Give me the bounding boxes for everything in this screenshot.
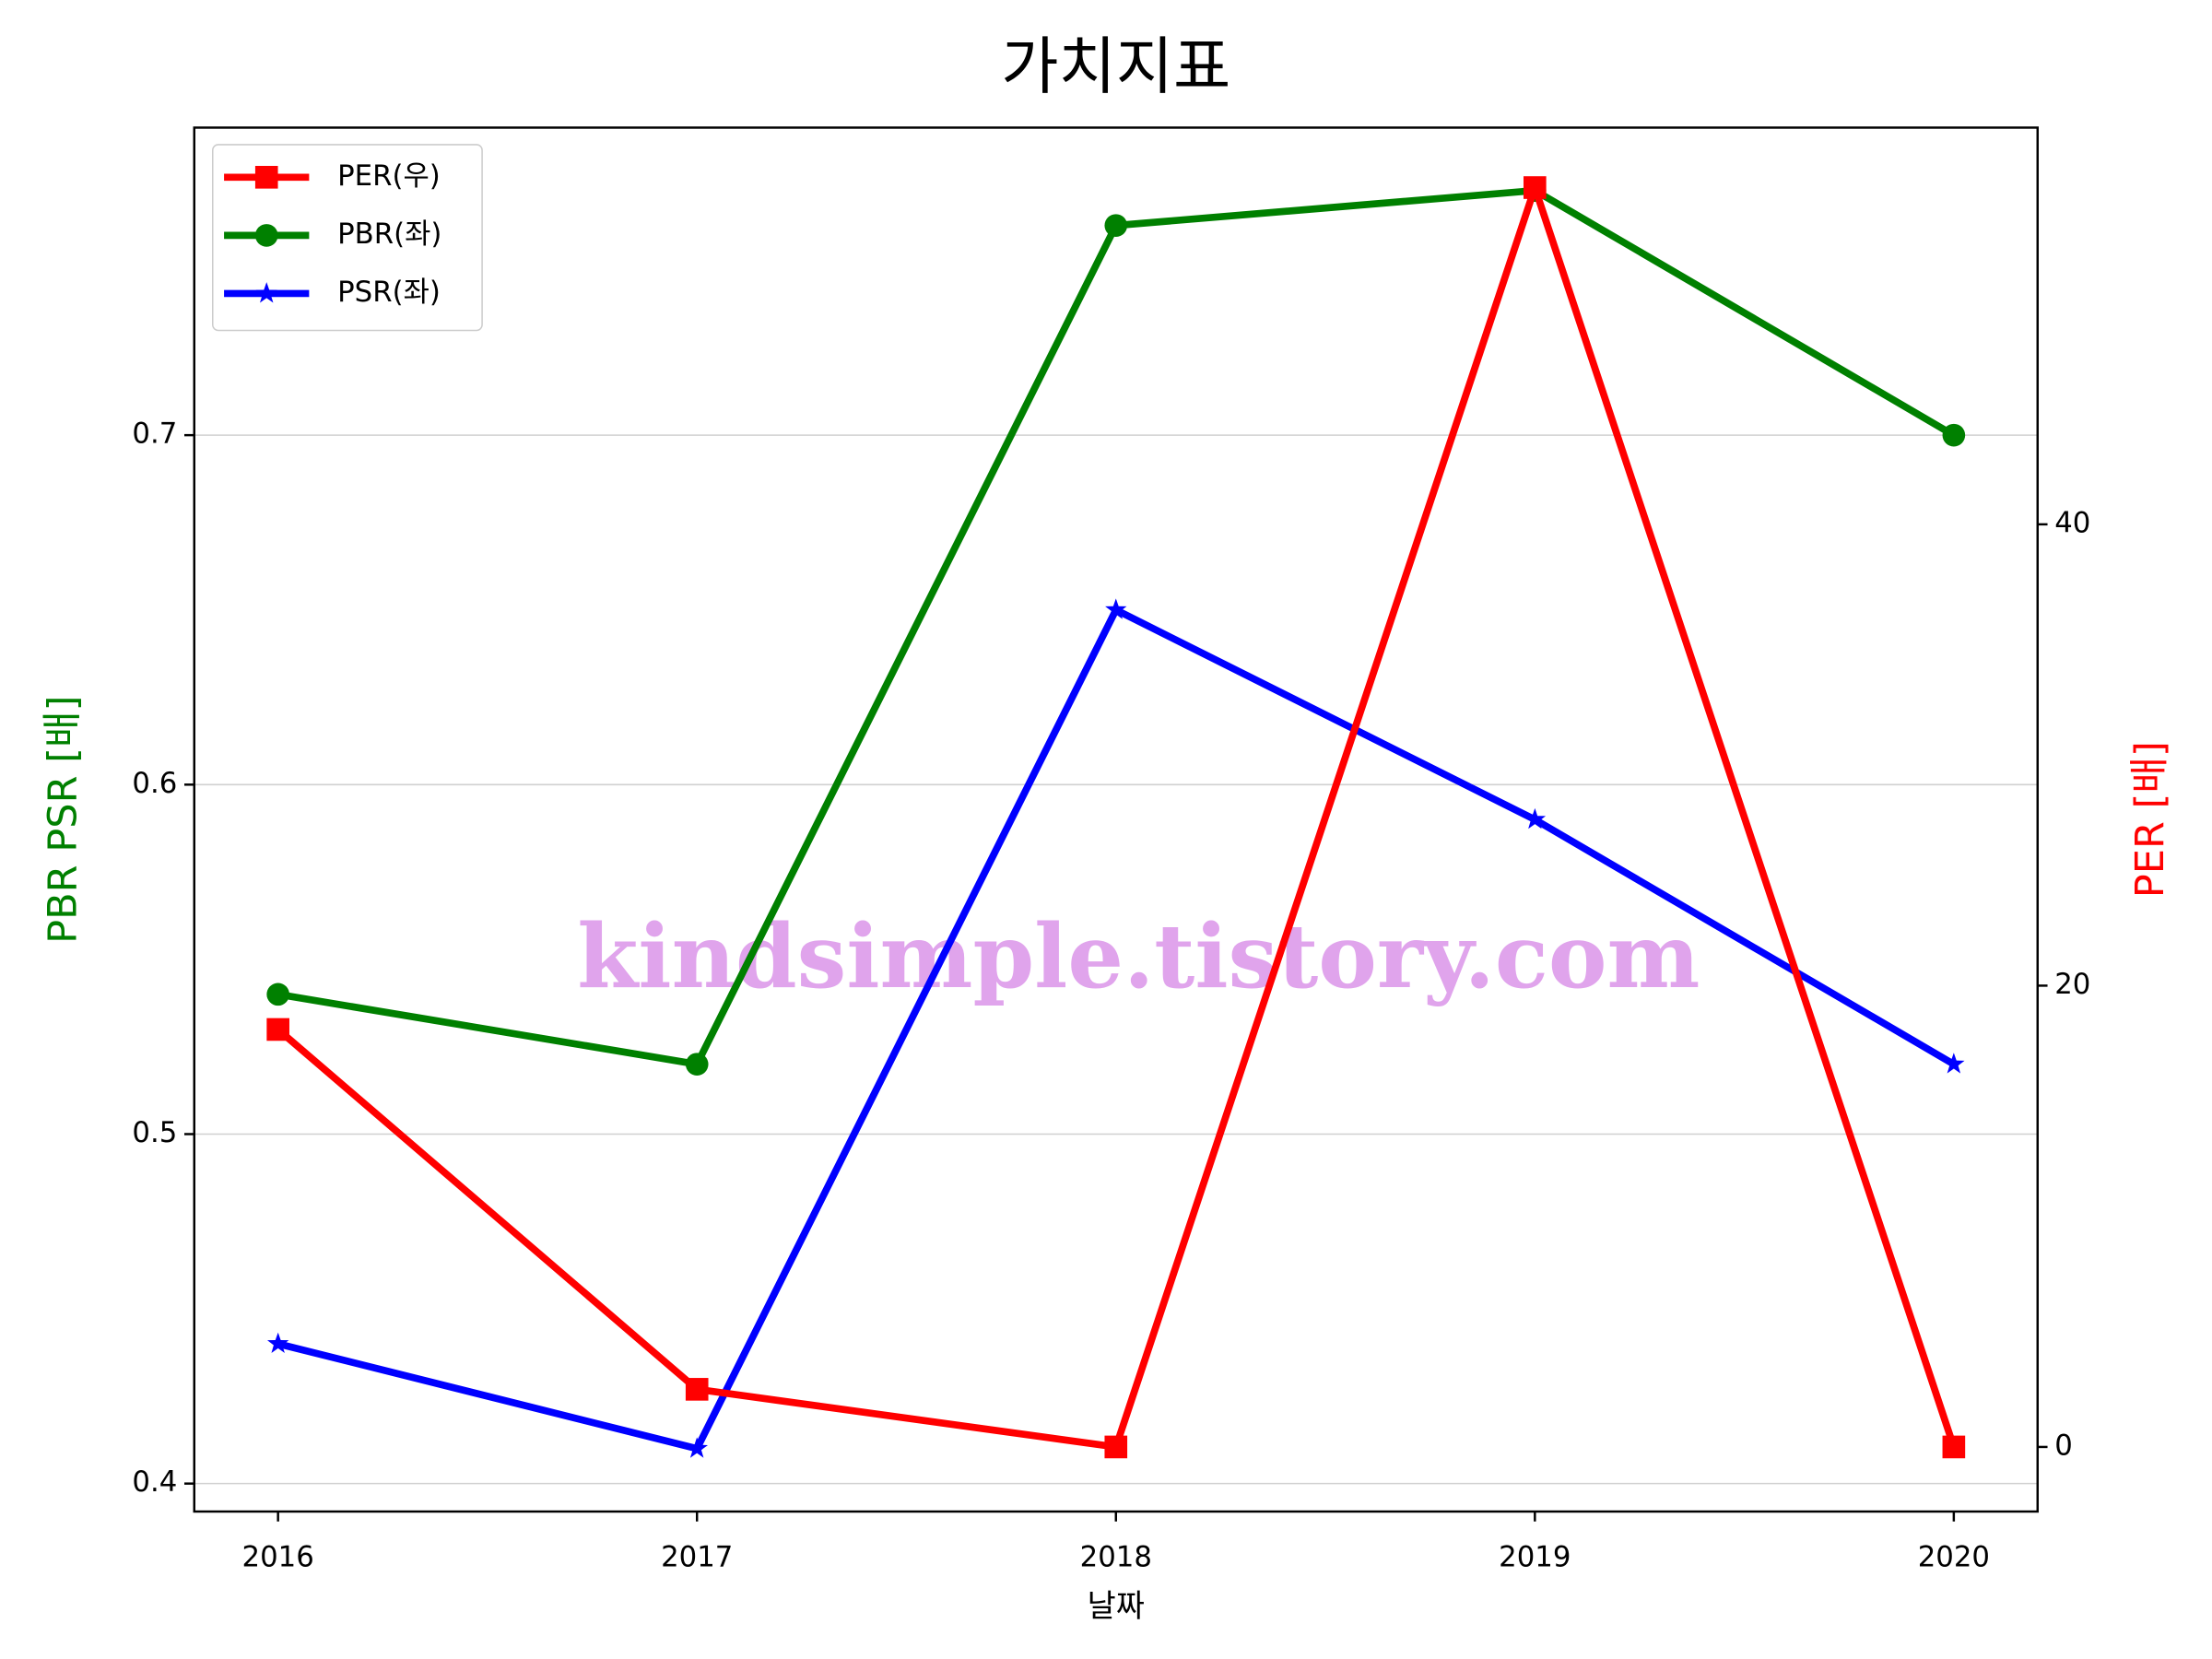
y-axis-label: PBR PSR [배]: [40, 696, 86, 944]
marker: [1104, 1435, 1128, 1459]
chart-title: 가치지표: [1001, 29, 1230, 102]
series-line: [276, 606, 1956, 1453]
x-tick-label: 2017: [661, 1540, 733, 1573]
y2-tick-label: 40: [2054, 506, 2090, 539]
marker: [254, 224, 278, 247]
watermark: kindsimple.tistory.com: [577, 905, 1700, 1008]
marker: [254, 166, 278, 189]
marker: [266, 982, 289, 1006]
marker: [686, 1437, 708, 1458]
y2-tick-label: 0: [2054, 1429, 2073, 1462]
x-tick-label: 2020: [1918, 1540, 1990, 1573]
legend-label: PSR(좌): [337, 276, 441, 309]
plot-frame: [193, 126, 2039, 1513]
marker: [1104, 214, 1128, 237]
legend-label: PBR(좌): [337, 218, 441, 251]
marker: [1942, 1435, 1966, 1459]
series-line: [276, 183, 1958, 1451]
marker: [267, 1332, 289, 1353]
legend-label: PER(우): [337, 159, 441, 193]
x-tick-label: 2018: [1080, 1540, 1152, 1573]
marker: [255, 282, 277, 303]
marker: [1105, 598, 1127, 619]
legend-box: [212, 144, 483, 332]
x-axis-label: 날짜: [1088, 1588, 1145, 1624]
marker: [1942, 423, 1966, 447]
y-tick-label: 0.7: [132, 418, 177, 451]
marker: [1524, 807, 1547, 830]
marker: [1943, 1053, 1965, 1074]
marker: [1524, 176, 1547, 199]
marker: [685, 1053, 709, 1076]
y-tick-label: 0.4: [132, 1465, 177, 1499]
marker: [266, 1018, 289, 1041]
y-tick-label: 0.6: [132, 767, 177, 800]
x-tick-label: 2019: [1499, 1540, 1571, 1573]
legend: PER(우) PBR(좌) PSR(좌): [212, 144, 483, 332]
y2-tick-label: 20: [2054, 968, 2090, 1001]
marker: [685, 1378, 709, 1401]
x-tick-label: 2016: [242, 1540, 314, 1573]
y-tick-label: 0.5: [132, 1116, 177, 1149]
y2-axis-label: PER [배]: [2127, 741, 2173, 898]
